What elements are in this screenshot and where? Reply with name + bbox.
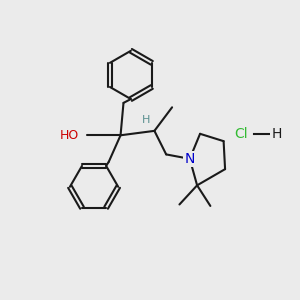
Text: Cl: Cl <box>235 127 248 141</box>
Text: H: H <box>142 115 150 125</box>
Text: N: N <box>184 152 195 166</box>
Text: HO: HO <box>60 129 79 142</box>
Text: H: H <box>272 127 282 141</box>
